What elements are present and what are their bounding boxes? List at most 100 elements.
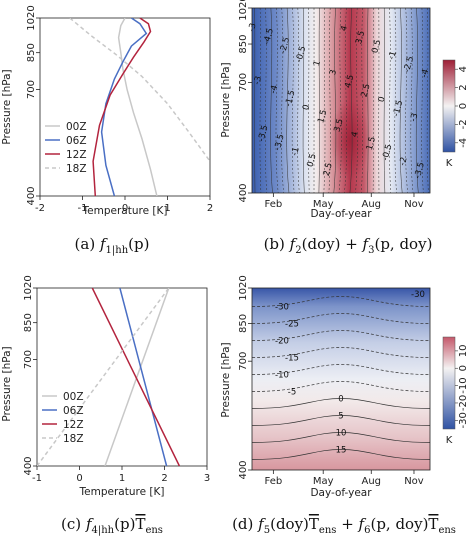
panel-c-caption: (c) f4|hh(p)Tens	[61, 515, 163, 536]
panel-b-caption: (b) f2(doy) + f3(p, doy)	[264, 235, 433, 256]
panel-c-legend: 00Z 06Z 12Z 18Z	[42, 391, 84, 445]
panel-b-colorbar	[442, 59, 456, 153]
panel-c: -1 0 1 2 3 400 700 850 1020 Temperature [K] Pre…	[1, 275, 210, 536]
panel-b-contour-label: -1.5	[284, 89, 298, 108]
panel-a-ylabel: Pressure [hPa]	[1, 69, 13, 144]
panel-b-contour-label: -2	[398, 156, 410, 167]
panel-d-contour-label: -10	[275, 371, 289, 381]
panel-d-heatmap	[252, 288, 430, 470]
panel-b-contour-label: 1.5	[365, 136, 378, 152]
panel-d-xtick-label: Nov	[404, 476, 424, 487]
panel-a-xtick-label: -2	[35, 203, 45, 214]
panel-b-contour-label: -3	[252, 75, 264, 86]
panel-d-contour-label: -15	[285, 354, 299, 364]
panel-b-contour-label: -3	[409, 112, 421, 123]
panel-d-contour	[252, 415, 430, 426]
panel-b-contour	[383, 8, 386, 193]
panel-a-caption: (a) f1|hh(p)	[75, 235, 150, 256]
panel-d-contour	[252, 364, 430, 375]
panel-d-ytick-label: 700	[238, 352, 249, 371]
panel-b-contour	[291, 8, 295, 193]
panel-b-contour-label: -3.5	[273, 133, 287, 152]
panel-d-colorbar-label: -10	[458, 377, 469, 393]
panel-a-ytick-label: 400	[26, 186, 37, 205]
panel-b-contour	[302, 8, 305, 193]
panel-b-contour-label: -3.5	[413, 161, 427, 180]
panel-d-colorbar-label: 0	[458, 365, 469, 371]
panel-b-contour	[265, 8, 267, 193]
panel-b-colorbar-label: 2	[458, 84, 469, 90]
panel-c-xtick-label: 2	[161, 473, 167, 484]
panel-b-contour	[259, 8, 262, 193]
panel-b-colorbar-label: 0	[458, 103, 469, 109]
panel-d-ytick-label: 1020	[238, 275, 249, 300]
panel-c-series-06Z	[119, 288, 168, 466]
panel-b-contour-label: -3	[247, 22, 259, 33]
panel-b-contour	[355, 8, 358, 193]
panel-b-contour-label: -0.5	[294, 45, 308, 64]
panel-b-contour	[366, 8, 369, 193]
panel-b-contour-label: 1	[312, 60, 323, 68]
legend-label-18Z: 18Z	[63, 433, 84, 445]
panel-d-contour	[252, 347, 430, 358]
panel-b-contour	[297, 8, 300, 193]
panel-c-xtick-label: 0	[76, 473, 82, 484]
panel-b-contour-label: 4.5	[343, 74, 356, 90]
panel-b-contour-label: 3.5	[354, 30, 367, 46]
panel-b-contour-label: 3	[328, 69, 339, 77]
panel-c-xtick-label: 3	[204, 473, 210, 484]
panel-a-xtick-label: 2	[207, 203, 213, 214]
panel-b-contour-label: 0.5	[370, 39, 383, 55]
panel-b-contour-label: 2.5	[359, 83, 372, 99]
panel-b-contour-label: 0.5	[305, 153, 318, 169]
panel-b-contour-label: -2.5	[402, 55, 416, 74]
panel-b-colorbar-label: -2	[458, 119, 469, 129]
panel-d-contour-label: 15	[336, 446, 347, 456]
panel-a-series-06Z	[100, 18, 148, 196]
panel-c-xtick-label: -1	[32, 473, 42, 484]
panel-c-ytick-label: 1020	[23, 275, 34, 300]
legend-label-12Z: 12Z	[66, 149, 87, 161]
panel-b-contour-label: 0	[301, 104, 312, 112]
panel-d-contour	[252, 330, 430, 341]
panel-d-colorbar-unit: K	[446, 435, 453, 446]
panel-b-contour	[308, 8, 310, 193]
panel-b-contour-label: -0.5	[381, 143, 395, 162]
panel-b-contour	[286, 8, 290, 193]
panel-b-contour	[415, 8, 419, 193]
panel-c-xtick-label: 1	[119, 473, 125, 484]
panel-b-hotspot	[330, 100, 370, 180]
panel-d-xtick-label: May	[313, 476, 334, 487]
panel-b-contour	[318, 8, 320, 193]
panel-b-contour-label: 4	[339, 25, 350, 33]
panel-a-ytick-label: 1020	[26, 5, 37, 30]
panel-d-contour-label: 10	[336, 429, 347, 439]
panel-d-xtick-label: Aug	[361, 476, 381, 487]
panel-b-ytick-label: 700	[238, 73, 249, 92]
panel-b: -3 -3 -3.5 -4.5 -4 -3.5 -2.5 -1.5 -1 -0.5 0 0.5 1 1.5…	[220, 0, 469, 256]
panel-d-contour-label: 0	[338, 395, 343, 405]
panel-d-contour-label: -5	[288, 388, 296, 398]
panel-b-contour-label: 4	[350, 131, 361, 139]
panel-c-series-18Z	[37, 288, 170, 466]
panel-b-contour-label: -4	[268, 84, 280, 95]
panel-b-contour	[323, 8, 326, 193]
panel-b-contour-label: 1.5	[316, 109, 329, 125]
panel-b-contour	[394, 8, 397, 193]
panel-b-colorbar-label: 4	[458, 66, 469, 72]
panel-a-ytick-label: 850	[26, 43, 37, 62]
panel-b-contour-label: -1.5	[391, 99, 405, 118]
panel-b-contour-label: -4	[419, 68, 431, 79]
panel-a-series-00Z	[117, 18, 158, 196]
panel-a-xtick-label: -1	[78, 203, 88, 214]
panel-d-contour	[252, 313, 430, 324]
panel-a: -2 -1 0 1 2 400 700 850 1020 Temperature [K] Pr…	[1, 5, 213, 256]
panel-d-contour-label: -30	[411, 290, 425, 300]
legend-label-06Z: 06Z	[63, 405, 84, 417]
panel-b-contour	[426, 8, 429, 193]
panel-b-contour	[281, 8, 284, 193]
panel-b-contour-label: 2.5	[322, 162, 335, 178]
legend-label-00Z: 00Z	[63, 391, 84, 403]
